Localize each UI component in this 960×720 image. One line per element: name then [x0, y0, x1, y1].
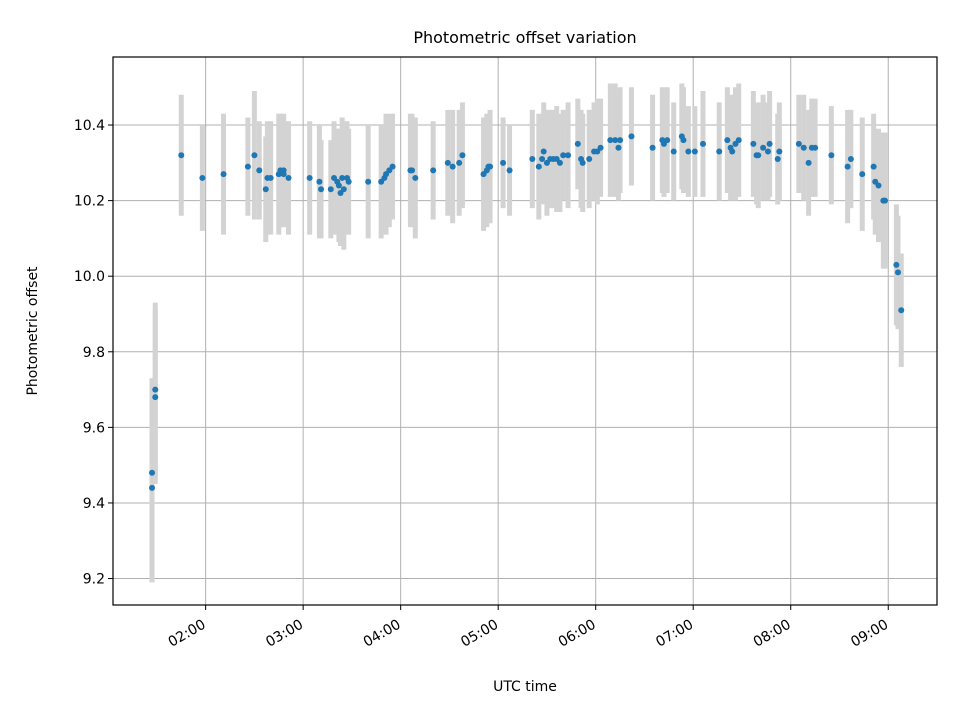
data-point [716, 148, 723, 155]
data-point [776, 148, 783, 155]
data-point [828, 152, 835, 159]
data-point [149, 469, 156, 476]
data-point [345, 178, 352, 185]
y-tick-label: 9.2 [83, 572, 105, 588]
data-point [444, 159, 451, 166]
data-point [565, 152, 572, 159]
data-point [539, 156, 546, 163]
data-point [586, 156, 593, 163]
data-point [893, 261, 900, 268]
data-point [859, 171, 866, 178]
y-axis-label: Photometric offset [25, 266, 41, 396]
data-point [456, 159, 463, 166]
data-point [340, 186, 347, 193]
data-point [894, 269, 901, 276]
data-point [244, 163, 251, 170]
data-point [267, 174, 274, 181]
data-point [612, 137, 619, 144]
data-point [365, 178, 372, 185]
data-point [607, 137, 614, 144]
data-point [795, 140, 802, 147]
chart-title: Photometric offset variation [413, 28, 636, 47]
y-tick-label: 9.8 [83, 345, 105, 361]
data-point [500, 159, 507, 166]
y-tick-label: 9.4 [83, 496, 105, 512]
y-tick-label: 10.4 [74, 118, 105, 134]
data-point [844, 163, 851, 170]
data-point [540, 148, 547, 155]
data-point [459, 152, 466, 159]
data-point [285, 174, 292, 181]
plot-frame [112, 56, 938, 606]
data-point [875, 182, 882, 189]
data-point [280, 171, 287, 178]
data-point [535, 163, 542, 170]
data-point [735, 137, 742, 144]
data-point [881, 197, 888, 204]
data-point [430, 167, 437, 174]
data-point [579, 159, 586, 166]
data-point [760, 144, 767, 151]
data-point [800, 144, 807, 151]
data-point [152, 386, 159, 393]
data-point [262, 186, 269, 193]
data-point [449, 163, 456, 170]
data-point [327, 186, 334, 193]
data-point [898, 307, 905, 314]
data-point [750, 140, 757, 147]
y-tick-label: 10.2 [74, 194, 105, 210]
data-point [251, 152, 258, 159]
data-point [685, 148, 692, 155]
data-point [617, 137, 624, 144]
data-point [847, 156, 854, 163]
data-point [178, 152, 185, 159]
data-point [615, 144, 622, 151]
data-point [574, 140, 581, 147]
data-point [529, 156, 536, 163]
data-point [664, 137, 671, 144]
data-point [149, 484, 156, 491]
data-point [649, 144, 656, 151]
data-point [409, 167, 416, 174]
y-tick-label: 10.0 [74, 269, 105, 285]
data-point [764, 148, 771, 155]
data-point [766, 140, 773, 147]
data-point [412, 174, 419, 181]
data-point [306, 174, 313, 181]
data-point [680, 137, 687, 144]
data-point [812, 144, 819, 151]
data-point [220, 171, 227, 178]
data-point [318, 186, 325, 193]
y-tick-label: 9.6 [83, 420, 105, 436]
data-point [339, 174, 346, 181]
data-point [487, 163, 494, 170]
data-point [691, 148, 698, 155]
data-point [724, 137, 731, 144]
data-point [256, 167, 263, 174]
data-point [628, 133, 635, 140]
data-point [152, 394, 159, 401]
data-points [149, 133, 905, 491]
data-point [774, 156, 781, 163]
data-point [670, 148, 677, 155]
data-point [755, 152, 762, 159]
data-point [556, 159, 563, 166]
x-axis-label: UTC time [493, 679, 557, 695]
data-point [316, 178, 323, 185]
data-point [870, 163, 877, 170]
data-point [729, 148, 736, 155]
data-point [560, 152, 567, 159]
data-point [597, 144, 604, 151]
data-point [389, 163, 396, 170]
data-point [506, 167, 513, 174]
grid-lines [113, 57, 937, 605]
data-point [699, 140, 706, 147]
data-point [199, 174, 206, 181]
data-point [805, 159, 812, 166]
data-point [335, 182, 342, 189]
